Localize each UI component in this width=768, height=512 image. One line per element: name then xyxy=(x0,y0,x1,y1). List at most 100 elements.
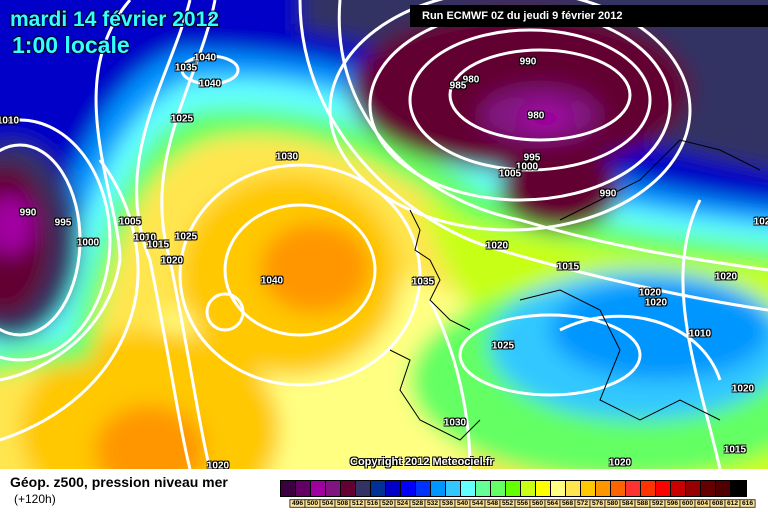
scale-value: 524 xyxy=(394,499,411,508)
color-swatch xyxy=(431,481,446,496)
color-swatch xyxy=(596,481,611,496)
map-area: mardi 14 février 2012 1:00 locale Run EC… xyxy=(0,0,768,469)
color-swatch xyxy=(341,481,356,496)
scale-value: 512 xyxy=(349,499,366,508)
scale-value: 496 xyxy=(289,499,306,508)
legend-title: Géop. z500, pression niveau mer xyxy=(10,474,228,490)
scale-value: 532 xyxy=(424,499,441,508)
isobar-label: 1010 xyxy=(0,115,20,127)
forecast-lead-time: (+120h) xyxy=(14,492,56,506)
geopotential-field xyxy=(0,0,768,469)
coastlines xyxy=(389,139,761,441)
color-swatch xyxy=(551,481,566,496)
scale-value: 608 xyxy=(709,499,726,508)
isobar-label: 990 xyxy=(519,56,537,68)
copyright: Copyright 2012 Meteociel.fr xyxy=(350,456,494,468)
isobar-label: 1015 xyxy=(723,444,747,456)
color-swatch xyxy=(581,481,596,496)
color-swatch xyxy=(521,481,536,496)
isobar-label: 1020 xyxy=(608,457,632,469)
color-swatch xyxy=(326,481,341,496)
color-swatch xyxy=(641,481,656,496)
isobar-label: 1020 xyxy=(485,240,509,252)
color-field xyxy=(0,0,768,469)
isobar-label: 990 xyxy=(19,207,37,219)
isobar-label: 1040 xyxy=(260,275,284,287)
scale-value: 556 xyxy=(514,499,531,508)
color-swatch xyxy=(296,481,311,496)
scale-value: 600 xyxy=(679,499,696,508)
isobar-label: 1010 xyxy=(688,328,712,340)
isobar-label: 1020 xyxy=(160,255,184,267)
isobar-label: 1025 xyxy=(174,231,198,243)
isobars xyxy=(0,0,768,469)
color-swatch xyxy=(401,481,416,496)
scale-value: 572 xyxy=(574,499,591,508)
isobar-label: 1035 xyxy=(174,62,198,74)
scale-value: 588 xyxy=(634,499,651,508)
color-swatch xyxy=(461,481,476,496)
color-swatch xyxy=(386,481,401,496)
color-swatch xyxy=(566,481,581,496)
scale-value: 552 xyxy=(499,499,516,508)
color-scale-labels: 496 500 504 508 512 516 520 524 528 532 536 540 544 5… xyxy=(289,499,756,508)
color-scale-bar xyxy=(280,480,747,497)
color-swatch xyxy=(416,481,431,496)
scale-value: 576 xyxy=(589,499,606,508)
scale-value: 504 xyxy=(319,499,336,508)
isobar-label: 102 xyxy=(753,216,768,228)
color-swatch xyxy=(671,481,686,496)
isobar-label: 1020 xyxy=(206,460,230,470)
isobar-label: 1020 xyxy=(731,383,755,395)
scale-value: 520 xyxy=(379,499,396,508)
color-swatch xyxy=(536,481,551,496)
scale-value: 548 xyxy=(484,499,501,508)
scale-value: 516 xyxy=(364,499,381,508)
isobar-label: 1015 xyxy=(556,261,580,273)
scale-value: 596 xyxy=(664,499,681,508)
isobar-label: 1020 xyxy=(638,287,662,299)
isobar-label: 1020 xyxy=(644,297,668,309)
scale-value: 500 xyxy=(304,499,321,508)
color-swatch xyxy=(506,481,521,496)
forecast-date: mardi 14 février 2012 xyxy=(10,8,219,31)
forecast-time: 1:00 locale xyxy=(12,32,130,58)
color-swatch xyxy=(611,481,626,496)
scale-value: 540 xyxy=(454,499,471,508)
color-swatch xyxy=(731,481,746,496)
model-run-banner: Run ECMWF 0Z du jeudi 9 février 2012 xyxy=(410,5,768,27)
color-swatch xyxy=(491,481,506,496)
scale-value: 536 xyxy=(439,499,456,508)
isobar-label: 1000 xyxy=(76,237,100,249)
isobar-label: 1005 xyxy=(118,216,142,228)
color-swatch xyxy=(716,481,731,496)
isobar-label: 1035 xyxy=(411,276,435,288)
scale-value: 528 xyxy=(409,499,426,508)
color-swatch xyxy=(371,481,386,496)
isobar-label: 1010 xyxy=(133,232,157,244)
scale-value: 560 xyxy=(529,499,546,508)
isobar-label: 1030 xyxy=(443,417,467,429)
scale-value: 592 xyxy=(649,499,666,508)
isobar-label: 1040 xyxy=(198,78,222,90)
color-swatch xyxy=(356,481,371,496)
isobar-label: 1020 xyxy=(714,271,738,283)
isobar-label: 995 xyxy=(523,152,541,164)
color-swatch xyxy=(626,481,641,496)
scale-value: 604 xyxy=(694,499,711,508)
isobar-label: 990 xyxy=(599,188,617,200)
scale-value: 508 xyxy=(334,499,351,508)
color-swatch xyxy=(701,481,716,496)
scale-value: 544 xyxy=(469,499,486,508)
scale-value: 568 xyxy=(559,499,576,508)
color-swatch xyxy=(281,481,296,496)
color-swatch xyxy=(446,481,461,496)
isobar-label: 1000 xyxy=(515,161,539,173)
color-swatch xyxy=(656,481,671,496)
color-swatch xyxy=(311,481,326,496)
scale-value: 616 xyxy=(739,499,756,508)
isobar-label: 980 xyxy=(527,110,545,122)
isobar-label: 980 xyxy=(462,74,480,86)
scale-value: 612 xyxy=(724,499,741,508)
